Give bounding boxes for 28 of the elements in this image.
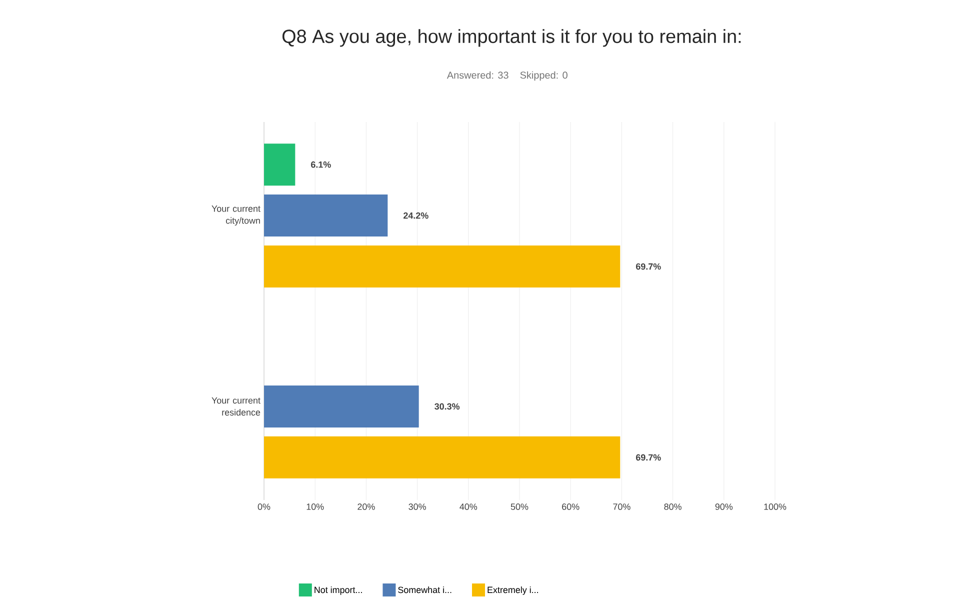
data-label: 24.2% <box>403 212 428 219</box>
x-tick-label: 70% <box>613 504 630 510</box>
legend-label: Not import... <box>314 586 362 595</box>
chart-title: Q8 As you age, how important is it for you to remain in: <box>282 29 741 47</box>
chart-subtitle: Answered: 33 Skipped: 0 <box>446 71 568 81</box>
x-tick-label: 50% <box>510 504 528 510</box>
x-tick-label: 10% <box>306 504 324 510</box>
bar <box>264 246 620 288</box>
data-label: 30.3% <box>434 403 460 410</box>
y-tick-label: Your current city/town <box>212 206 260 226</box>
bar <box>264 144 296 186</box>
x-tick-label: 20% <box>358 504 375 510</box>
legend-label: Somewhat i... <box>398 586 452 594</box>
legend-label: Extremely i... <box>488 586 538 595</box>
bar <box>264 436 620 478</box>
y-tick-label: Your current residence <box>212 397 260 416</box>
x-tick-label: 90% <box>715 504 733 510</box>
data-label: 69.7% <box>636 263 661 270</box>
x-tick-label: 100% <box>764 504 786 510</box>
data-label: 69.7% <box>636 454 661 461</box>
x-tick-label: 30% <box>408 504 426 510</box>
x-tick-label: 0% <box>258 504 270 510</box>
bar <box>264 194 388 237</box>
data-label: 6.1% <box>311 161 331 168</box>
x-tick-label: 40% <box>460 504 478 510</box>
x-tick-label: 60% <box>562 504 580 510</box>
x-tick-label: 80% <box>664 504 682 510</box>
bar <box>264 385 419 428</box>
